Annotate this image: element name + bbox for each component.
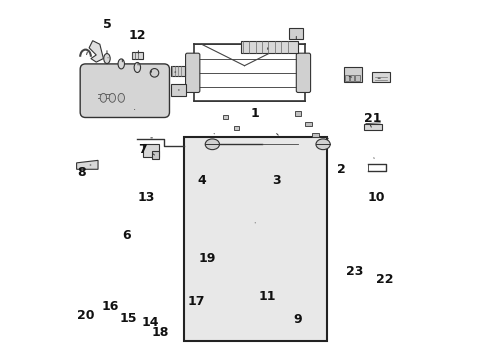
Text: 20: 20 [77,309,94,321]
Ellipse shape [118,93,124,102]
Bar [132,52,142,59]
Bar [171,66,184,76]
Text: 11: 11 [259,289,276,303]
Bar [151,152,159,158]
Text: 17: 17 [187,295,204,308]
Bar [343,67,361,82]
Bar [305,122,311,126]
Bar [241,41,298,53]
Text: 23: 23 [345,265,363,278]
Text: 21: 21 [364,112,381,125]
Ellipse shape [205,139,219,150]
Text: 10: 10 [367,191,385,204]
Bar [372,72,389,82]
Text: 4: 4 [197,174,205,187]
FancyBboxPatch shape [296,53,310,93]
Ellipse shape [134,63,140,72]
Bar [288,28,303,39]
Bar [349,75,353,81]
Text: 22: 22 [375,273,393,286]
Text: 3: 3 [272,174,281,187]
Ellipse shape [109,93,115,102]
Text: 5: 5 [102,18,111,31]
Text: 12: 12 [128,29,146,42]
Text: 13: 13 [137,191,155,204]
Bar [171,84,185,96]
FancyBboxPatch shape [80,64,169,117]
Circle shape [150,68,159,77]
Text: 2: 2 [336,163,345,176]
Text: 9: 9 [293,313,302,326]
Text: 15: 15 [120,312,137,325]
Polygon shape [89,41,103,62]
Ellipse shape [103,54,110,64]
FancyBboxPatch shape [185,53,200,93]
Bar [354,75,359,81]
Bar [223,115,228,119]
Polygon shape [77,160,98,169]
Ellipse shape [118,59,124,69]
Ellipse shape [315,139,329,150]
Text: 14: 14 [141,316,158,329]
Text: 1: 1 [250,107,259,120]
Text: 19: 19 [198,252,215,265]
Text: 18: 18 [152,327,169,339]
Text: 7: 7 [138,143,147,156]
Bar [233,126,239,130]
Text: 6: 6 [122,229,131,242]
Bar [364,123,381,130]
Bar [344,75,348,81]
Ellipse shape [100,93,106,102]
Bar [183,137,326,341]
Bar [294,111,300,116]
Bar [312,133,318,137]
Bar [142,144,159,157]
Text: 8: 8 [78,166,86,179]
Text: 16: 16 [102,300,119,313]
